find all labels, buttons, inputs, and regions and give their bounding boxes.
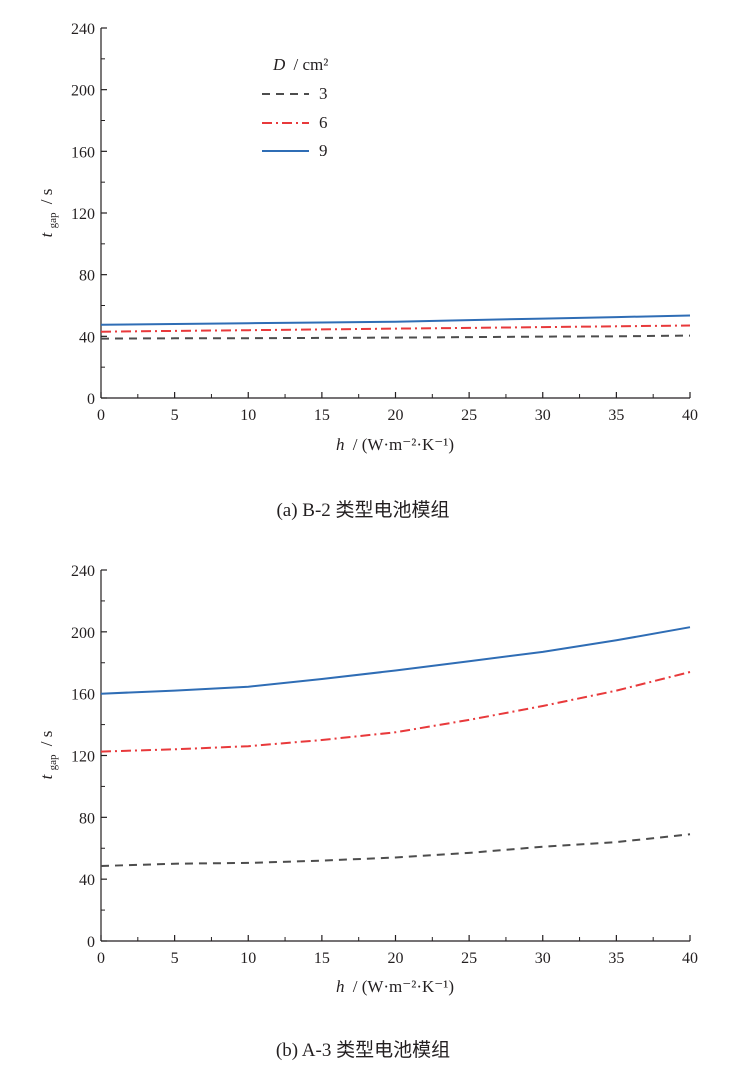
x-tick-label: 20 [388,950,404,967]
series-line-3 [100,334,691,340]
legend: D / cm² 3 6 9 [262,55,328,160]
x-tick-label: 30 [535,407,551,424]
series-line-6 [100,324,691,333]
x-ticks: 0 5 10 15 20 25 30 35 40 [97,392,698,424]
y-axis-label: t gap / s [37,731,60,780]
y-tick-label: 80 [79,268,95,285]
legend-title-variable: D [272,55,286,74]
y-axis-variable: t [37,773,56,779]
x-axis-label: h / (W·m⁻²·K⁻¹) [336,435,454,454]
y-axis-variable: t [37,231,56,237]
x-tick-label: 20 [388,407,404,424]
y-axis-subscript: gap [47,212,59,228]
caption-b: (b) A-3 类型电池模组 [276,1039,450,1061]
x-tick-label: 10 [240,950,256,967]
x-tick-label: 25 [461,950,477,967]
y-tick-label: 120 [71,749,95,766]
x-axis-unit: / (W·m⁻²·K⁻¹) [353,435,454,454]
x-tick-label: 30 [535,950,551,967]
x-tick-label: 0 [97,407,105,424]
y-axis-unit: / s [37,189,56,205]
y-tick-label: 160 [71,687,95,704]
x-tick-label: 25 [461,407,477,424]
x-tick-label: 0 [97,950,105,967]
y-tick-label: 40 [79,329,95,346]
legend-title-unit: / cm² [294,55,329,74]
y-tick-label: 200 [71,625,95,642]
x-tick-label: 15 [314,950,330,967]
y-tick-label: 0 [87,934,95,951]
y-tick-label: 240 [71,563,95,580]
y-tick-label: 120 [71,206,95,223]
y-tick-label: 80 [79,810,95,827]
legend-label-6: 6 [319,113,328,132]
series-lines [100,626,691,867]
chart-panel-b: 0 40 80 120 160 200 240 0 5 10 15 20 25 30 35 40 h / (… [37,563,698,1061]
y-tick-label: 200 [71,83,95,100]
y-tick-label: 160 [71,144,95,161]
x-axis-label: h / (W·m⁻²·K⁻¹) [336,977,454,996]
series-line-3 [100,833,691,867]
y-axis-unit: / s [37,731,56,747]
y-tick-label: 0 [87,391,95,408]
y-axis-subscript: gap [47,754,59,770]
y-axis-label: t gap / s [37,189,60,238]
x-ticks: 0 5 10 15 20 25 30 35 40 [97,935,698,967]
y-tick-label: 240 [71,21,95,38]
x-axis-unit: / (W·m⁻²·K⁻¹) [353,977,454,996]
series-line-9 [100,314,691,326]
y-ticks: 0 40 80 120 160 200 240 [71,21,107,408]
x-tick-label: 35 [608,950,624,967]
x-tick-label: 40 [682,950,698,967]
x-tick-label: 40 [682,407,698,424]
legend-label-9: 9 [319,141,328,160]
x-tick-label: 5 [171,950,179,967]
x-axis-variable: h [336,435,345,454]
legend-label-3: 3 [319,84,328,103]
x-tick-label: 35 [608,407,624,424]
series-line-6 [100,671,691,753]
chart-panel-a: 0 40 80 120 160 200 240 0 5 10 15 20 25 30 35 40 h / (… [37,21,698,521]
x-tick-label: 5 [171,407,179,424]
series-line-9 [100,626,691,695]
x-tick-label: 15 [314,407,330,424]
y-tick-label: 40 [79,872,95,889]
series-lines [100,314,691,340]
x-tick-label: 10 [240,407,256,424]
legend-title: D / cm² [272,55,328,74]
caption-a: (a) B-2 类型电池模组 [276,499,449,521]
x-axis-variable: h [336,977,345,996]
